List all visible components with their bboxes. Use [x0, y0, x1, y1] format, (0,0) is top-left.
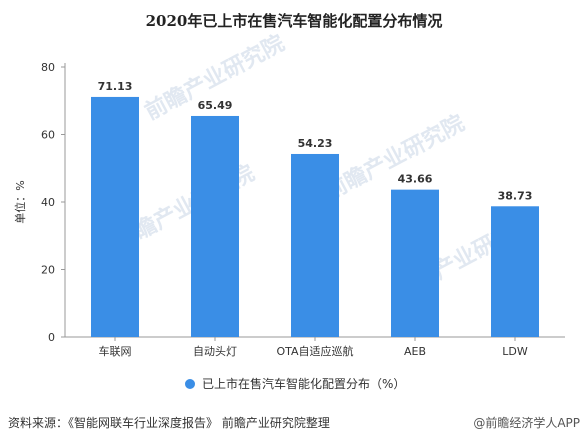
y-tick-label: 60 — [41, 129, 55, 142]
x-tick-label: OTA自适应巡航 — [276, 344, 353, 358]
brand-watermark: @前瞻经济学人APP — [473, 416, 580, 430]
y-tick-label: 0 — [48, 331, 55, 344]
y-tick-label: 80 — [41, 61, 55, 74]
bar — [491, 206, 539, 337]
x-tick-label: LDW — [502, 345, 528, 358]
y-axis-label: 单位：% — [13, 180, 27, 223]
legend: 已上市在售汽车智能化配置分布（%） — [185, 376, 405, 391]
bar — [391, 189, 439, 337]
y-tick-label: 40 — [41, 196, 55, 209]
source-note: 资料来源：《智能网联车行业深度报告》 前瞻产业研究院整理 — [8, 416, 330, 430]
bars: 71.13 车联网 65.49 自动头灯 54.23 OTA自适应巡航 43.66 AEB 38… — [91, 80, 539, 358]
y-tick-label: 20 — [41, 264, 55, 277]
bar — [91, 96, 139, 337]
data-label: 38.73 — [498, 189, 533, 202]
x-tick-label: 车联网 — [99, 344, 132, 358]
data-label: 65.49 — [198, 99, 233, 112]
data-label: 54.23 — [298, 137, 333, 150]
x-tick-label: 自动头灯 — [193, 345, 237, 358]
data-label: 43.66 — [398, 173, 433, 186]
axes: 0 20 40 60 80 单位：% — [13, 61, 565, 344]
legend-label: 已上市在售汽车智能化配置分布（%） — [202, 376, 405, 391]
x-tick-label: AEB — [404, 345, 426, 358]
bar — [291, 153, 339, 337]
data-label: 71.13 — [98, 80, 133, 93]
legend-marker — [185, 379, 195, 389]
chart-title: 2020年已上市在售汽车智能化配置分布情况 — [145, 12, 443, 30]
bar — [191, 115, 239, 337]
